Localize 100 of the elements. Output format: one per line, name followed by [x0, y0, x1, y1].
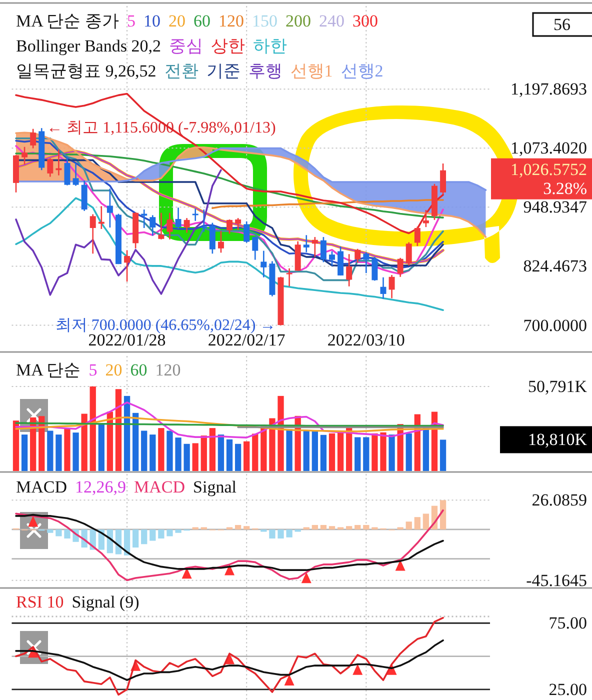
- bar: [244, 526, 250, 530]
- bar: [388, 434, 395, 471]
- text: 선행1: [290, 62, 333, 80]
- bar: [320, 434, 327, 471]
- line-series: [15, 169, 222, 296]
- bar: [12, 420, 20, 471]
- point: [352, 664, 363, 675]
- bar: [328, 433, 336, 471]
- candlestick: [158, 212, 164, 240]
- candlestick: [346, 253, 352, 288]
- candlestick: [363, 252, 370, 274]
- candlestick: [440, 162, 446, 195]
- candlestick: [184, 217, 190, 234]
- y-tick-label: 1,073.4020: [510, 138, 587, 158]
- bar: [30, 417, 36, 471]
- y-tick-label: 75.00: [548, 614, 587, 633]
- bar: [252, 434, 258, 471]
- line-series: [15, 416, 444, 432]
- bar: [260, 426, 267, 471]
- candlestick: [414, 226, 420, 247]
- text: MACD: [134, 478, 186, 496]
- bar: [21, 434, 28, 471]
- line-series: [15, 616, 444, 696]
- y-tick-label: 26.0859: [532, 490, 587, 510]
- bar: [150, 529, 156, 541]
- legend-label: 300: [352, 12, 378, 30]
- text: 60: [130, 360, 148, 380]
- bar: [226, 439, 233, 471]
- bar: [115, 389, 122, 471]
- annotation: MA 단순 종가: [16, 12, 119, 30]
- bar: [218, 434, 224, 471]
- y-tick-label: 948.9347: [523, 198, 588, 217]
- bar: [278, 529, 284, 539]
- y-tick-label: 824.4673: [523, 256, 587, 276]
- bar: [47, 529, 54, 533]
- text: 상한: [210, 36, 245, 56]
- point: [284, 674, 294, 686]
- text: 전환: [164, 62, 198, 80]
- candlestick: [312, 236, 318, 258]
- bar: [269, 529, 276, 539]
- point: [28, 516, 38, 527]
- bar: [132, 412, 139, 471]
- text: 120: [218, 12, 244, 30]
- series-label: RSI 10: [16, 592, 64, 612]
- candlestick: [380, 276, 386, 300]
- candlestick: [260, 250, 267, 278]
- annotation: 12,26,9: [75, 478, 126, 496]
- bar: [158, 529, 164, 539]
- annotation: ← 최고 1,115.6000 (-7.98%,01/13): [46, 120, 276, 137]
- candlestick: [372, 256, 378, 282]
- bar: [234, 524, 242, 530]
- y-tick-label: -45.1645: [526, 570, 587, 590]
- text: 60: [193, 12, 210, 30]
- bar: [312, 524, 318, 530]
- bar: [286, 529, 292, 538]
- candlestick: [303, 234, 310, 253]
- bar: [141, 430, 148, 471]
- text: 중심: [168, 36, 203, 56]
- y-tick-label: 1,197.8693: [510, 80, 587, 99]
- bar: [260, 529, 267, 532]
- text: 후행: [248, 62, 282, 80]
- annotation: MACD: [16, 478, 68, 496]
- line-series: [212, 199, 444, 209]
- bar: [372, 433, 378, 471]
- bar: [380, 432, 386, 471]
- bar: [175, 438, 182, 471]
- text: 10: [143, 12, 160, 30]
- candlestick: [286, 268, 292, 288]
- annotation: 일목균형표 9,26,52: [16, 62, 156, 80]
- candlestick: [200, 208, 207, 232]
- candlestick: [320, 236, 326, 263]
- bar: [141, 529, 148, 544]
- candlestick: [422, 209, 429, 228]
- bar: [150, 434, 156, 471]
- candlestick: [106, 188, 113, 228]
- bar: [158, 428, 164, 471]
- line-series: [15, 402, 444, 438]
- candlestick: [252, 236, 258, 260]
- bar: [47, 430, 54, 471]
- legend-label: 240: [318, 12, 344, 30]
- bar: [56, 434, 62, 471]
- text: Signal: [193, 478, 237, 496]
- candlestick: [30, 128, 36, 149]
- candlestick: [406, 242, 412, 266]
- bar: [278, 396, 284, 471]
- bar: [115, 529, 122, 554]
- bar: [90, 386, 96, 471]
- candlestick: [56, 148, 62, 176]
- candlestick: [90, 214, 96, 254]
- text: 20: [168, 12, 186, 30]
- bar: [124, 396, 130, 471]
- text: 1,026.5752 3.28%: [510, 160, 587, 198]
- text: 하한: [252, 36, 287, 56]
- annotation: MA 단순: [16, 360, 81, 380]
- bar: [132, 529, 139, 548]
- candlestick: [64, 156, 70, 186]
- bar: [192, 443, 198, 471]
- bar: [440, 440, 446, 471]
- text: 56: [554, 15, 570, 34]
- bar: [98, 423, 104, 471]
